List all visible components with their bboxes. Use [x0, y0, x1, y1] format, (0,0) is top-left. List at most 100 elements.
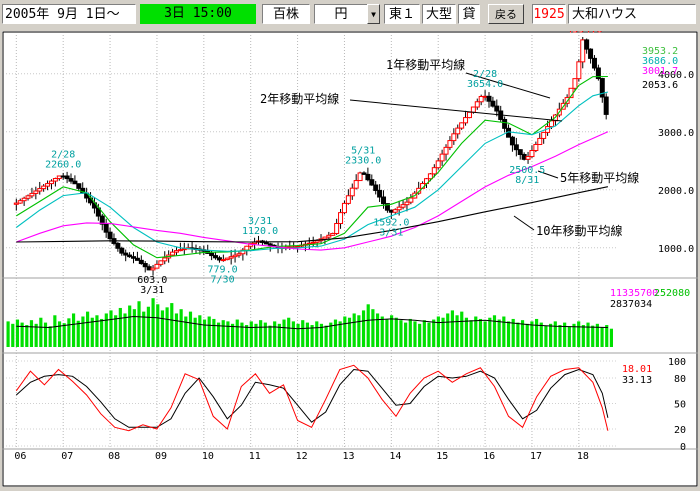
- candle-body: [177, 249, 183, 252]
- date-range-field[interactable]: 2005年 9月 1日～: [2, 4, 136, 24]
- volume-bar: [399, 320, 403, 347]
- candle-body: [209, 252, 215, 257]
- candle-body: [173, 250, 179, 253]
- volume-bar: [170, 303, 174, 347]
- volume-bar: [338, 321, 342, 347]
- candle-body: [463, 117, 469, 124]
- volume-bar: [20, 322, 24, 347]
- candle-body: [154, 263, 160, 269]
- volume-bar: [446, 313, 450, 347]
- exchange-field[interactable]: 東１: [384, 4, 420, 24]
- ma-value-label: 3686.0: [642, 56, 678, 67]
- candle-body: [396, 206, 402, 211]
- volume-bar: [95, 315, 99, 347]
- volume-bar: [212, 318, 216, 347]
- company-name-field[interactable]: 大和ハウス: [568, 4, 696, 24]
- volume-bar: [380, 316, 384, 347]
- price-annotation-date: 7/30: [211, 275, 235, 286]
- candle-body: [584, 39, 590, 50]
- candle-body: [330, 232, 336, 236]
- currency-unit-select[interactable]: 円: [314, 4, 368, 24]
- price-annotation-value: 1592.0: [373, 217, 409, 228]
- chevron-down-icon[interactable]: ▼: [367, 4, 380, 24]
- ma-value-label: 2053.6: [642, 80, 678, 91]
- ma-value-label: 3953.2: [642, 46, 678, 57]
- volume-bar: [333, 319, 338, 347]
- candle-body: [56, 175, 62, 180]
- volume-last-value: 11335700: [610, 288, 658, 299]
- volume-bar: [104, 313, 108, 347]
- back-button[interactable]: 戻る: [488, 4, 524, 24]
- chart-frame: [2, 31, 698, 487]
- candle-body: [466, 111, 472, 119]
- candle-body: [213, 255, 219, 259]
- volume-bar: [591, 325, 595, 347]
- volume-bar: [193, 317, 197, 347]
- volume-bar: [544, 325, 548, 347]
- candle-body: [431, 167, 437, 175]
- candle-body: [447, 140, 453, 148]
- candle-body: [295, 245, 301, 248]
- chart-panel: 06 07 08 09 10 11 12 13 14 15 16 17 18 1000.0 2000.0 30…: [2, 14, 698, 487]
- candle-body: [427, 173, 433, 180]
- volume-bar: [455, 315, 459, 347]
- candle-body: [99, 215, 105, 225]
- x-tick-label: 17: [530, 451, 542, 462]
- price-annotation-date: 2/28: [473, 69, 497, 80]
- volume-bar: [408, 318, 412, 347]
- volume-bar: [422, 320, 426, 347]
- volume-bar: [525, 323, 529, 347]
- candle-body: [138, 259, 144, 265]
- volume-bar: [259, 320, 263, 347]
- volume-bar: [151, 298, 155, 347]
- volume-bar: [165, 307, 169, 347]
- price-annotation-date: 3/31: [379, 227, 403, 238]
- candle-body: [244, 245, 250, 251]
- candle-body: [361, 172, 367, 175]
- size-category-field[interactable]: 大型: [422, 4, 456, 24]
- volume-bar: [268, 325, 272, 347]
- volume-bar: [413, 321, 417, 347]
- volume-bar: [15, 319, 20, 347]
- x-tick-label: 13: [342, 451, 354, 462]
- volume-bar: [492, 315, 497, 347]
- candle-body: [392, 209, 398, 213]
- volume-bar: [581, 325, 585, 347]
- candle-body: [599, 78, 605, 98]
- x-tick-label: 18: [577, 451, 589, 462]
- stock-code-field[interactable]: 1925: [532, 4, 566, 24]
- candle-body: [541, 131, 547, 139]
- candle-body: [240, 249, 246, 255]
- volume-bar: [188, 311, 193, 347]
- lending-field[interactable]: 貸: [458, 4, 480, 24]
- candle-body: [322, 236, 328, 240]
- stoch-y-tick-label: 20: [674, 425, 686, 436]
- volume-bar: [324, 325, 328, 347]
- volume-bar: [567, 326, 571, 347]
- candle-body: [17, 200, 23, 204]
- volume-bar: [488, 317, 492, 347]
- market-unit-field[interactable]: 百株: [262, 4, 310, 24]
- volume-bar: [86, 311, 90, 347]
- volume-bar: [235, 319, 239, 347]
- price-annotation-date: 5/31: [351, 146, 375, 157]
- volume-bar: [282, 319, 286, 347]
- toolbar: 2005年 9月 1日～ 3日 15:00 百株 円 ▼ 東１ 大型 貸 戻る …: [0, 0, 700, 28]
- volume-bar: [230, 323, 235, 347]
- candle-body: [603, 96, 609, 115]
- time-period-display[interactable]: 3日 15:00: [140, 4, 256, 24]
- ma-callout-label: 5年移動平均線: [560, 170, 639, 185]
- x-tick-label: 12: [296, 451, 308, 462]
- volume-bar: [29, 320, 34, 347]
- candle-body: [314, 240, 320, 243]
- volume-bar: [474, 316, 478, 347]
- candle-body: [408, 197, 414, 203]
- volume-bar: [128, 305, 132, 347]
- volume-bar: [572, 323, 576, 347]
- price-annotation-value: 3654.0: [467, 79, 503, 90]
- volume-bar: [100, 318, 104, 347]
- volume-bar: [137, 301, 141, 347]
- volume-ma-line: [16, 315, 608, 330]
- volume-bar: [184, 316, 188, 347]
